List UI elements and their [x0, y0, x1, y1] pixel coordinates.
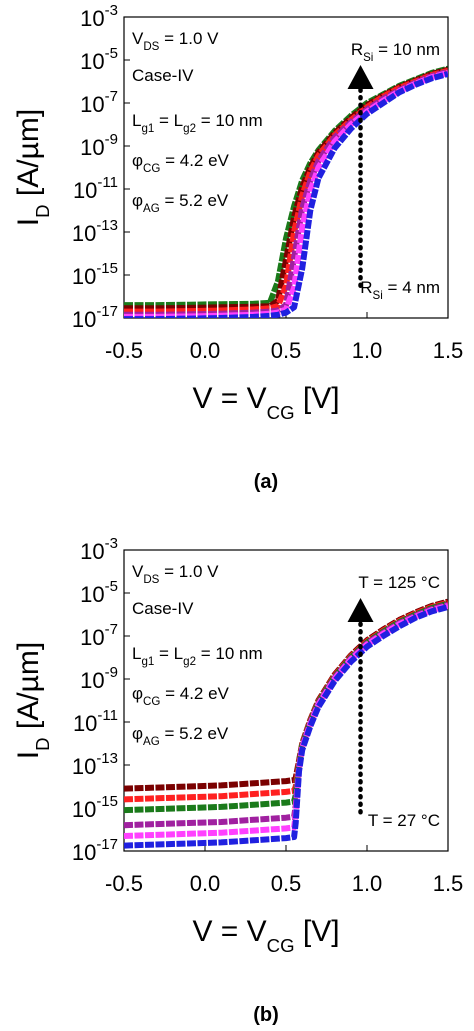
series-line-6: [124, 604, 448, 849]
x-tick-label: -0.5: [105, 871, 143, 896]
y-axis-label: ID [A/µm]: [12, 642, 53, 759]
y-tick-label: 10-17: [72, 303, 118, 332]
y-tick-label: 10-11: [73, 174, 118, 203]
y-tick-label: 10-15: [72, 793, 118, 822]
annotation-2: Case-IV: [132, 66, 194, 85]
y-tick-label: 10-13: [72, 750, 118, 779]
x-tick-label: 1.5: [433, 338, 464, 363]
bottom-series-label: RSi = 4 nm: [360, 278, 440, 302]
x-axis-label: V = VCG [V]: [192, 915, 339, 956]
panel-caption: (b): [253, 1004, 279, 1026]
x-tick-label: 0.0: [190, 338, 221, 363]
annotation-2: Case-IV: [132, 599, 194, 618]
chart-panel-a: 10-3 10-5 10-7 10-9 10-11 10-13 10-15 10-17 -0.5…: [12, 2, 463, 493]
annotation-3: Lg1 = Lg2 = 10 nm: [132, 111, 263, 135]
x-axis-label: V = VCG [V]: [192, 382, 339, 423]
annotation-1: VDS = 1.0 V: [132, 562, 219, 586]
series-group: [124, 598, 448, 849]
x-tick-label: -0.5: [105, 338, 143, 363]
y-tick-label: 10-9: [80, 664, 118, 693]
arrow-head: [347, 65, 374, 90]
y-tick-label: 10-5: [80, 45, 118, 74]
series-group: [124, 65, 448, 318]
x-tick-label: 1.5: [433, 871, 464, 896]
panel-caption: (a): [254, 471, 278, 493]
top-series-label: RSi = 10 nm: [351, 40, 440, 64]
y-tick-label: 10-15: [72, 260, 118, 289]
annotation-3: Lg1 = Lg2 = 10 nm: [132, 644, 263, 668]
series-line-6: [124, 71, 448, 318]
x-tick-label: 1.0: [352, 871, 383, 896]
annotation-5: φAG = 5.2 eV: [132, 191, 229, 215]
x-tick-label: 0.5: [271, 871, 302, 896]
x-tick-label: 0.5: [271, 338, 302, 363]
y-tick-label: 10-7: [80, 621, 118, 650]
series-line-1: [124, 65, 448, 309]
x-tick-label: 1.0: [352, 338, 383, 363]
y-tick-label: 10-3: [80, 535, 118, 564]
arrow-head: [347, 598, 374, 623]
y-tick-label: 10-7: [80, 88, 118, 117]
x-tick-label: 0.0: [190, 871, 221, 896]
y-tick-label: 10-11: [73, 707, 118, 736]
top-series-label: T = 125 °C: [358, 573, 440, 592]
series-line-5: [124, 603, 448, 839]
annotation-4: φCG = 4.2 eV: [132, 684, 230, 708]
y-tick-label: 10-13: [72, 217, 118, 246]
chart-panel-b: 10-3 10-5 10-7 10-9 10-11 10-13 10-15 10-17 -0.5…: [12, 535, 463, 1026]
y-axis-label: ID [A/µm]: [12, 109, 53, 226]
y-tick-label: 10-17: [72, 836, 118, 865]
y-tick-label: 10-3: [80, 2, 118, 31]
annotation-1: VDS = 1.0 V: [132, 29, 219, 53]
y-tick-label: 10-5: [80, 578, 118, 607]
y-tick-label: 10-9: [80, 131, 118, 160]
annotation-5: φAG = 5.2 eV: [132, 724, 229, 748]
annotation-4: φCG = 4.2 eV: [132, 151, 230, 175]
bottom-series-label: T = 27 °C: [368, 811, 440, 830]
series-line-1: [124, 598, 448, 792]
